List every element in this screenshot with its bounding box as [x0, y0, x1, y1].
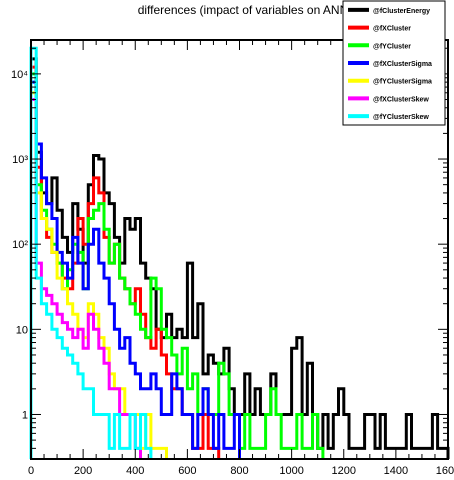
- axes: 0 200 400 600 800 1000 1200 1400 1600 1 10 10² 10³ 10…: [11, 40, 454, 477]
- x-tick-label: 1400: [384, 465, 408, 477]
- legend-label: @fYClusterSigma: [373, 79, 432, 86]
- series-0-line: [29, 57, 450, 459]
- x-tick-label: 600: [178, 465, 196, 477]
- legend-label: @fXClusterSkew: [373, 96, 429, 103]
- legend-label: @fXClusterSigma: [373, 61, 432, 68]
- legend-label: @fYClusterSkew: [373, 114, 429, 121]
- x-tick-label: 800: [230, 465, 248, 477]
- series-2-line: [29, 72, 325, 459]
- y-tick-label: 10: [16, 324, 28, 336]
- legend-label: @fXCluster: [373, 26, 411, 33]
- series-3-line: [29, 80, 241, 459]
- y-tick-label: 1: [22, 409, 28, 421]
- series-6-line: [29, 46, 153, 459]
- x-tick-label: 1200: [332, 465, 356, 477]
- plot-area: [29, 46, 450, 459]
- x-tick-label: 400: [126, 465, 144, 477]
- legend-label: @fYCluster: [373, 43, 411, 50]
- chart-title: differences (impact of variables on ANN): [138, 3, 353, 17]
- y-tick-label: 10⁴: [11, 69, 28, 81]
- y-tick-label: 10²: [12, 239, 28, 251]
- y-tick-label: 10³: [12, 154, 28, 166]
- series-5-line: [29, 98, 142, 459]
- legend: @fClusterEnergy @fXCluster @fYCluster @fXCl…: [342, 0, 446, 126]
- x-tick-label: 1000: [279, 465, 303, 477]
- x-tick-label: 0: [28, 465, 34, 477]
- x-tick-label: 200: [74, 465, 92, 477]
- legend-label: @fClusterEnergy: [373, 8, 430, 15]
- x-tick-label: 1600: [436, 465, 454, 477]
